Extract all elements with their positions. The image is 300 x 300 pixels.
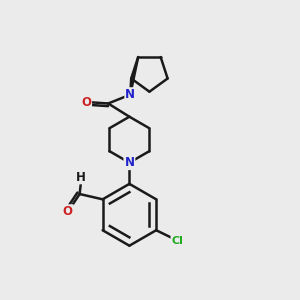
- Text: Cl: Cl: [171, 236, 183, 245]
- Text: O: O: [63, 205, 73, 218]
- Text: O: O: [81, 95, 91, 109]
- Text: H: H: [76, 171, 86, 184]
- Text: N: N: [125, 88, 135, 101]
- Text: N: N: [124, 156, 134, 169]
